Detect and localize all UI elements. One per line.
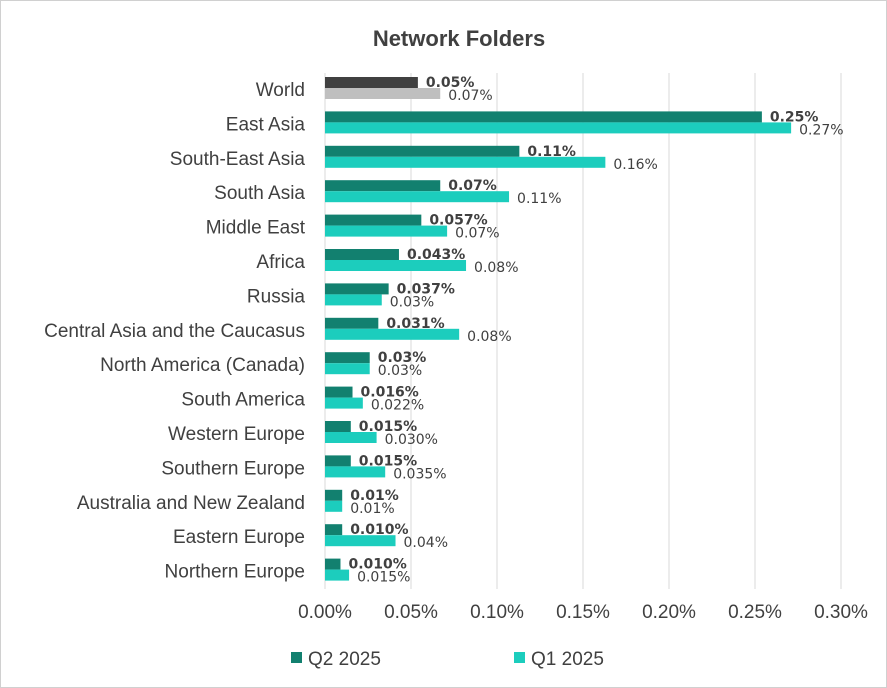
legend-label-q2: Q2 2025 (308, 649, 381, 670)
bar-q2 (325, 249, 399, 260)
category-label: World (256, 80, 305, 101)
data-label-q2: 0.015% (359, 453, 417, 469)
bar-q2 (325, 180, 441, 192)
data-label-q2: 0.031% (386, 316, 444, 332)
bar-q1 (325, 328, 460, 340)
bar-q1 (325, 466, 386, 478)
data-label-q1: 0.16% (613, 157, 657, 173)
bar-q1 (325, 294, 382, 306)
category-label: South-East Asia (170, 149, 306, 170)
data-label-q1: 0.022% (371, 398, 424, 414)
bar-q2 (325, 524, 343, 536)
category-label: Australia and New Zealand (77, 493, 305, 514)
data-label-q1: 0.08% (467, 329, 511, 345)
data-label-q2: 0.01% (350, 488, 399, 504)
data-label-q1: 0.03% (390, 294, 434, 310)
category-label: Southern Europe (161, 458, 305, 479)
category-labels: World East Asia South-East Asia South Asia M… (44, 80, 306, 583)
chart-title: Network Folders (373, 26, 545, 51)
bar-q2 (325, 455, 351, 467)
data-label-q2: 0.03% (378, 350, 427, 366)
legend-label-q1: Q1 2025 (531, 649, 604, 670)
data-label-q1: 0.07% (455, 226, 499, 242)
bar-q1 (325, 432, 377, 443)
category-label: South America (181, 390, 305, 411)
x-tick-label: 0.25% (728, 602, 782, 623)
bar-q2 (325, 489, 343, 501)
bar-q2 (325, 111, 762, 123)
bar-q1 (325, 225, 448, 237)
bar-q2 (325, 145, 520, 157)
x-tick-label: 0.05% (384, 602, 438, 623)
x-tick-label: 0.15% (556, 602, 610, 623)
category-label: Northern Europe (165, 562, 305, 583)
data-label-q2: 0.043% (407, 247, 465, 263)
bar-q1 (325, 363, 370, 375)
data-label-q2: 0.010% (350, 522, 408, 538)
category-label: South Asia (214, 183, 305, 204)
category-label: Middle East (206, 218, 306, 239)
category-label: Eastern Europe (173, 527, 305, 548)
category-label: Central Asia and the Caucasus (44, 321, 305, 342)
category-label: Western Europe (168, 424, 305, 445)
bar-q1 (325, 569, 350, 581)
bar-q1 (325, 156, 606, 168)
bar-q1 (325, 191, 510, 203)
legend-swatch-q1 (514, 652, 525, 663)
data-label-q2: 0.015% (359, 419, 417, 435)
data-label-q1: 0.015% (357, 570, 410, 586)
bar-q1 (325, 260, 467, 271)
x-axis-tick-labels: 0.00% 0.05% 0.10% 0.15% 0.20% 0.25% 0.30% (298, 602, 868, 623)
data-label-q2: 0.057% (429, 213, 487, 229)
data-labels: 0.05%0.07%0.25%0.27%0.11%0.16%0.07%0.11%… (348, 75, 843, 586)
bar-q1 (325, 500, 343, 512)
x-tick-label: 0.20% (642, 602, 696, 623)
category-label: North America (Canada) (100, 355, 305, 376)
data-label-q1: 0.030% (385, 432, 438, 448)
data-label-q2: 0.05% (426, 75, 475, 91)
legend-swatch-q2 (291, 652, 302, 663)
bar-q2 (325, 214, 422, 226)
data-label-q1: 0.07% (448, 88, 492, 104)
data-label-q1: 0.035% (393, 466, 446, 482)
bar-q2 (325, 386, 353, 398)
bars (325, 77, 792, 581)
x-tick-label: 0.00% (298, 602, 352, 623)
data-label-q1: 0.04% (404, 535, 448, 551)
bar-q1 (325, 122, 792, 134)
bar-q1 (325, 88, 441, 99)
bar-q2 (325, 77, 418, 88)
data-label-q2: 0.016% (361, 385, 419, 401)
data-label-q2: 0.11% (527, 144, 576, 160)
data-label-q2: 0.25% (770, 109, 819, 125)
data-label-q1: 0.27% (799, 122, 843, 138)
category-label: Russia (247, 286, 306, 307)
bar-q1 (325, 535, 396, 547)
bar-q2 (325, 558, 341, 570)
category-label: Africa (256, 252, 305, 273)
bar-q2 (325, 352, 370, 364)
data-label-q2: 0.010% (348, 557, 406, 573)
x-tick-label: 0.30% (814, 602, 868, 623)
data-label-q2: 0.07% (448, 178, 497, 194)
x-tick-label: 0.10% (470, 602, 524, 623)
data-label-q1: 0.08% (474, 260, 518, 276)
category-label: East Asia (226, 114, 306, 135)
legend: Q2 2025 Q1 2025 (291, 649, 604, 670)
bar-q1 (325, 397, 363, 409)
bar-q2 (325, 317, 379, 329)
data-label-q1: 0.03% (378, 363, 422, 379)
data-label-q1: 0.01% (350, 501, 394, 517)
data-label-q2: 0.037% (397, 281, 455, 297)
bar-q2 (325, 421, 351, 432)
bar-q2 (325, 283, 389, 295)
data-label-q1: 0.11% (517, 191, 561, 207)
